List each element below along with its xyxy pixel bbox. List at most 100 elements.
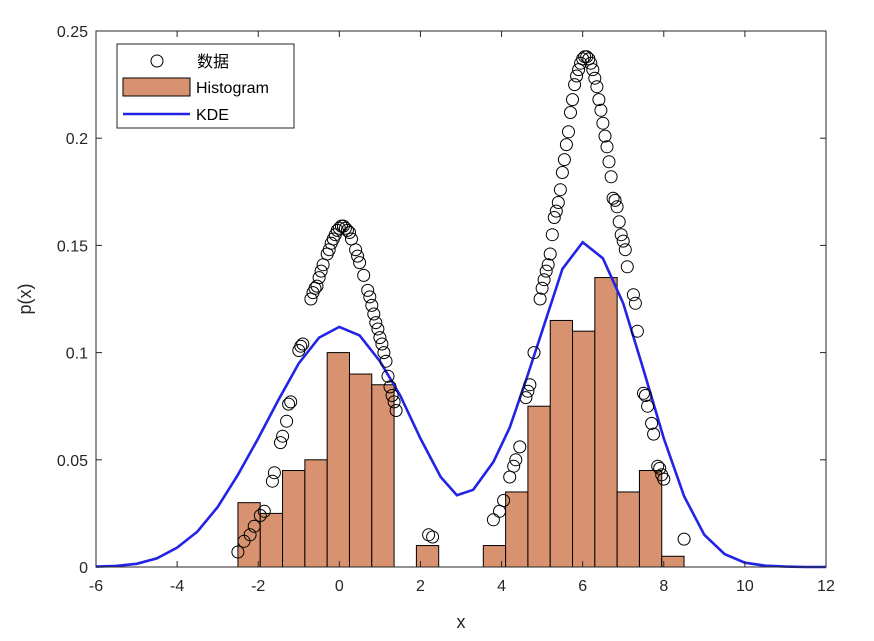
data-point xyxy=(379,354,393,368)
data-point xyxy=(312,271,326,285)
x-tick-label: 2 xyxy=(416,578,425,595)
data-point xyxy=(610,200,624,214)
data-point xyxy=(387,395,401,409)
data-point xyxy=(639,389,652,402)
data-point xyxy=(509,453,523,467)
histogram-bar xyxy=(304,459,328,568)
data-point xyxy=(637,386,650,400)
data-point xyxy=(383,380,397,394)
data-point xyxy=(253,509,267,522)
histogram-bar xyxy=(594,277,618,568)
histogram-bar xyxy=(638,470,663,568)
kde-line xyxy=(95,240,826,569)
data-point xyxy=(555,166,569,179)
y-axis-label: p(x) xyxy=(15,284,35,315)
data-point xyxy=(338,221,352,235)
data-point xyxy=(343,226,356,239)
histogram-bar xyxy=(482,545,507,568)
legend-label-kde: KDE xyxy=(196,107,229,124)
data-point xyxy=(527,346,541,360)
data-point xyxy=(553,183,567,197)
data-point xyxy=(274,436,287,450)
data-point xyxy=(349,243,363,257)
histogram-bar xyxy=(282,470,306,568)
histogram-bar xyxy=(415,545,440,568)
data-point xyxy=(600,140,614,154)
data-point xyxy=(630,324,644,338)
x-tick-label: 0 xyxy=(335,578,344,595)
x-tick-label: -4 xyxy=(170,578,184,595)
data-markers xyxy=(231,50,691,559)
histogram-bar xyxy=(616,491,640,568)
histogram-bar xyxy=(572,330,596,568)
data-point xyxy=(570,69,584,83)
data-point xyxy=(566,93,579,107)
data-point xyxy=(280,414,294,428)
data-point xyxy=(557,153,571,167)
data-point xyxy=(568,78,582,92)
data-point xyxy=(677,532,691,546)
data-point xyxy=(626,288,640,302)
data-point xyxy=(647,427,661,441)
data-point xyxy=(564,106,577,119)
data-point xyxy=(543,247,557,261)
y-tick-label: 0.05 xyxy=(57,453,88,470)
data-point xyxy=(377,346,391,360)
y-tick-label: 0.15 xyxy=(57,238,88,255)
data-point xyxy=(545,228,559,242)
data-point xyxy=(551,196,565,209)
data-point xyxy=(618,243,632,257)
data-point xyxy=(641,399,655,413)
data-point xyxy=(606,191,620,205)
data-point xyxy=(265,474,279,488)
data-point xyxy=(282,397,296,411)
data-point xyxy=(284,395,298,409)
data-point xyxy=(351,249,365,263)
data-point xyxy=(612,215,626,229)
data-point xyxy=(598,129,612,143)
legend-marker-circle-icon xyxy=(150,54,164,68)
data-point xyxy=(604,170,618,184)
y-ticks: 0 0.05 0.1 0.15 0.2 0.25 xyxy=(57,24,826,577)
x-ticks: -6 -4 -2 0 2 4 6 8 10 12 xyxy=(89,31,835,595)
data-point xyxy=(375,337,389,351)
data-point xyxy=(541,258,555,272)
data-point xyxy=(361,283,375,297)
data-point xyxy=(535,281,549,295)
legend-label-histogram: Histogram xyxy=(196,80,269,97)
data-point xyxy=(586,63,600,77)
histogram-bar xyxy=(348,373,373,568)
plot-frame xyxy=(95,30,827,568)
data-point xyxy=(559,138,573,152)
data-point xyxy=(267,466,281,480)
histogram-bar xyxy=(259,512,284,568)
data-point xyxy=(588,71,602,85)
data-point xyxy=(426,530,440,544)
data-point xyxy=(367,307,381,321)
data-point xyxy=(521,384,535,398)
y-tick-label: 0.2 xyxy=(66,131,88,148)
data-point xyxy=(231,545,245,559)
legend-label-data: 数据 xyxy=(197,53,229,71)
data-point xyxy=(651,459,665,473)
x-axis-label: x xyxy=(457,612,466,632)
data-point xyxy=(365,298,379,312)
data-point xyxy=(628,296,642,310)
legend: 数据 Histogram KDE xyxy=(116,43,295,129)
data-point xyxy=(385,389,399,402)
data-point xyxy=(539,264,553,278)
data-point xyxy=(523,378,537,392)
data-point xyxy=(353,256,367,270)
data-point xyxy=(537,273,551,287)
data-point xyxy=(533,292,547,306)
x-tick-label: 8 xyxy=(659,578,668,595)
legend-histogram-swatch-icon xyxy=(122,77,191,97)
data-point xyxy=(657,472,671,486)
data-point xyxy=(294,339,308,353)
data-point xyxy=(592,93,606,107)
data-point xyxy=(486,513,500,527)
x-tick-label: 12 xyxy=(817,578,835,595)
data-point xyxy=(243,528,257,542)
data-point xyxy=(549,204,563,218)
data-point xyxy=(257,504,271,518)
